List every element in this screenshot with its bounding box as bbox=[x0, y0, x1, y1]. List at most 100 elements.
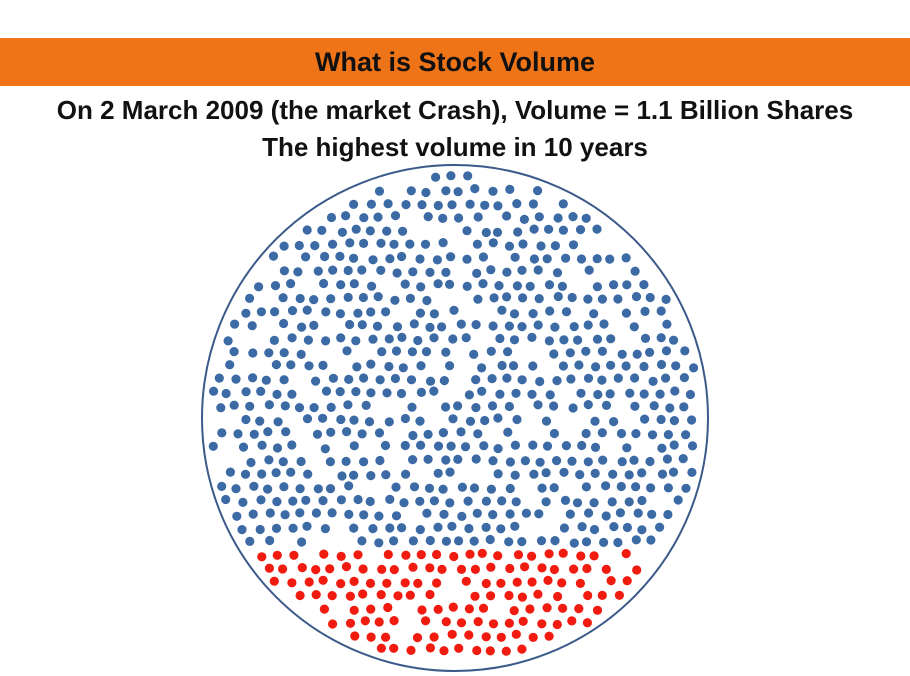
blue-share-dot bbox=[519, 214, 530, 224]
red-share-dot bbox=[473, 617, 483, 627]
blue-share-dot bbox=[303, 335, 313, 345]
red-share-dot bbox=[606, 576, 616, 586]
blue-share-dot bbox=[335, 387, 345, 397]
red-share-dot bbox=[425, 643, 435, 653]
blue-share-dot bbox=[416, 387, 426, 397]
blue-share-dot bbox=[689, 363, 699, 373]
red-share-dot bbox=[349, 605, 359, 615]
blue-share-dot bbox=[424, 483, 435, 493]
red-share-dot bbox=[381, 632, 391, 642]
blue-share-dot bbox=[449, 305, 459, 315]
blue-share-dot bbox=[293, 267, 303, 277]
blue-share-dot bbox=[607, 497, 617, 507]
blue-share-dot bbox=[433, 441, 444, 451]
blue-share-dot bbox=[433, 522, 443, 532]
blue-share-dot bbox=[301, 495, 311, 505]
blue-share-dot bbox=[630, 401, 640, 411]
blue-share-dot bbox=[625, 388, 635, 398]
blue-share-dot bbox=[561, 441, 572, 451]
red-share-dot bbox=[366, 604, 376, 614]
red-share-dot bbox=[289, 550, 299, 560]
red-share-dot bbox=[505, 563, 515, 574]
blue-share-dot bbox=[248, 373, 258, 383]
red-share-dot bbox=[406, 645, 416, 656]
blue-share-dot bbox=[345, 238, 355, 248]
blue-share-dot bbox=[302, 305, 312, 315]
blue-share-dot bbox=[661, 373, 671, 383]
blue-share-dot bbox=[512, 199, 522, 209]
red-share-dot bbox=[592, 605, 603, 615]
red-share-dot bbox=[389, 565, 399, 575]
blue-share-dot bbox=[558, 225, 569, 235]
blue-share-dot bbox=[504, 401, 514, 412]
red-share-dot bbox=[304, 577, 314, 587]
blue-share-dot bbox=[359, 457, 369, 467]
blue-share-dot bbox=[647, 430, 658, 440]
blue-share-dot bbox=[517, 322, 527, 332]
red-share-dot bbox=[383, 549, 393, 560]
blue-share-dot bbox=[589, 498, 599, 508]
blue-share-dot bbox=[288, 523, 298, 533]
blue-share-dot bbox=[469, 483, 480, 493]
blue-share-dot bbox=[680, 346, 690, 356]
red-share-dot bbox=[520, 562, 530, 572]
red-share-dot bbox=[543, 575, 553, 586]
red-share-dot bbox=[544, 549, 554, 559]
blue-share-dot bbox=[439, 509, 449, 519]
blue-share-dot bbox=[343, 400, 353, 410]
blue-share-dot bbox=[263, 427, 273, 437]
blue-share-dot bbox=[400, 413, 410, 424]
blue-share-dot bbox=[313, 484, 323, 494]
blue-share-dot bbox=[529, 224, 539, 234]
blue-share-dot bbox=[533, 265, 543, 275]
blue-share-dot bbox=[492, 227, 503, 237]
red-share-dot bbox=[405, 590, 415, 600]
blue-share-dot bbox=[296, 349, 306, 359]
blue-share-dot bbox=[441, 267, 451, 277]
blue-share-dot bbox=[648, 376, 658, 386]
red-share-dot bbox=[269, 576, 279, 586]
blue-share-dot bbox=[605, 389, 615, 399]
red-share-dot bbox=[278, 564, 288, 574]
blue-share-dot bbox=[353, 494, 363, 505]
blue-share-dot bbox=[472, 268, 482, 278]
blue-share-dot bbox=[382, 388, 392, 398]
red-share-dot bbox=[358, 589, 368, 599]
blue-share-dot bbox=[505, 184, 515, 194]
blue-share-dot bbox=[583, 294, 593, 304]
red-share-dot bbox=[513, 550, 524, 560]
blue-share-dot bbox=[420, 239, 431, 249]
blue-share-dot bbox=[373, 212, 383, 222]
blue-share-dot bbox=[685, 389, 696, 400]
blue-share-dot bbox=[568, 212, 578, 222]
blue-share-dot bbox=[479, 441, 489, 451]
blue-share-dot bbox=[279, 348, 289, 358]
blue-share-dot bbox=[294, 403, 305, 413]
blue-share-dot bbox=[569, 322, 579, 332]
red-share-dot bbox=[504, 590, 514, 601]
red-share-dot bbox=[518, 616, 528, 626]
blue-share-dot bbox=[669, 440, 679, 450]
red-share-dot bbox=[413, 578, 423, 589]
blue-share-dot bbox=[487, 374, 497, 384]
blue-share-dot bbox=[223, 336, 233, 346]
blue-share-dot bbox=[655, 522, 665, 532]
red-share-dot bbox=[376, 643, 386, 653]
blue-share-dot bbox=[527, 332, 537, 342]
blue-share-dot bbox=[295, 293, 305, 304]
blue-share-dot bbox=[343, 265, 353, 276]
blue-share-dot bbox=[631, 292, 642, 302]
blue-share-dot bbox=[248, 348, 258, 358]
blue-share-dot bbox=[517, 265, 527, 275]
blue-share-dot bbox=[518, 293, 528, 303]
blue-share-dot bbox=[390, 295, 400, 305]
title-bar: What is Stock Volume bbox=[0, 38, 910, 86]
blue-share-dot bbox=[645, 456, 655, 467]
blue-share-dot bbox=[480, 415, 490, 426]
blue-share-dot bbox=[534, 294, 544, 304]
blue-share-dot bbox=[421, 347, 432, 357]
blue-share-dot bbox=[631, 429, 641, 439]
red-share-dot bbox=[400, 578, 410, 588]
blue-share-dot bbox=[287, 306, 298, 316]
red-share-dot bbox=[478, 603, 489, 613]
